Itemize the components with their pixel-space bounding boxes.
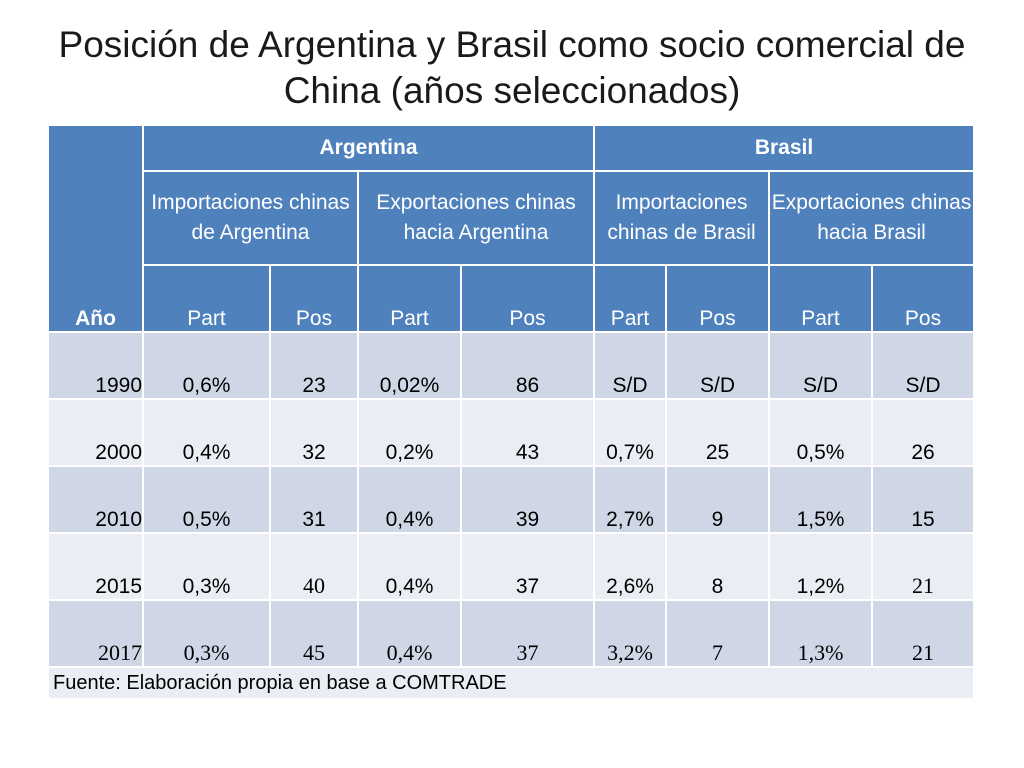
table-cell: 0,3% xyxy=(142,532,271,601)
table-cell: 3,2% xyxy=(593,599,668,668)
table-cell: 37 xyxy=(459,532,596,601)
table-cell: 37 xyxy=(459,599,596,668)
column-header-part: Part xyxy=(768,264,874,333)
table-cell: 21 xyxy=(871,532,976,601)
year-column-header: Año xyxy=(47,124,144,333)
column-header-part: Part xyxy=(142,264,271,333)
table-cell: 0,7% xyxy=(593,398,668,467)
subheader-importaciones-argentina: Importaciones chinas de Argentina xyxy=(142,170,359,266)
column-header-pos: Pos xyxy=(459,264,596,333)
table-cell: 39 xyxy=(459,465,596,534)
year-cell: 2000 xyxy=(47,398,144,467)
table-cell: 0,4% xyxy=(357,532,462,601)
group-header-argentina: Argentina xyxy=(141,124,596,172)
table-cell: 0,5% xyxy=(768,398,874,467)
year-cell: 2015 xyxy=(47,532,144,601)
column-header-pos: Pos xyxy=(665,264,771,333)
column-header-pos: Pos xyxy=(871,264,976,333)
table-cell: 45 xyxy=(269,599,359,668)
table-cell: 86 xyxy=(459,331,596,400)
table-cell: 0,02% xyxy=(357,331,462,400)
table-cell: 1,3% xyxy=(768,599,874,668)
table-cell: 0,2% xyxy=(357,398,462,467)
slide-title: Posición de Argentina y Brasil como soci… xyxy=(58,24,966,111)
subheader-importaciones-brasil: Importaciones chinas de Brasil xyxy=(593,170,771,266)
column-header-part: Part xyxy=(593,264,668,333)
trade-position-table: Año Argentina Brasil Importaciones china… xyxy=(46,124,976,700)
table-cell: 1,5% xyxy=(768,465,874,534)
source-note: Fuente: Elaboración propia en base a COM… xyxy=(46,666,976,700)
subheader-exportaciones-argentina: Exportaciones chinas hacia Argentina xyxy=(356,170,596,266)
table-cell: 43 xyxy=(459,398,596,467)
table-cell: 25 xyxy=(665,398,771,467)
table-cell: 0,4% xyxy=(357,465,462,534)
column-header-part: Part xyxy=(357,264,462,333)
table-cell: 7 xyxy=(665,599,771,668)
table-cell: S/D xyxy=(665,331,771,400)
table-cell: 2,6% xyxy=(593,532,668,601)
table-row: 2017 0,3% 45 0,4% 37 3,2% 7 1,3% 21 xyxy=(47,599,976,668)
table-cell: 1,2% xyxy=(768,532,874,601)
table-cell: 0,5% xyxy=(142,465,271,534)
table-cell: 23 xyxy=(269,331,359,400)
table-row: 2015 0,3% 40 0,4% 37 2,6% 8 1,2% 21 xyxy=(47,532,976,601)
table-cell: 9 xyxy=(665,465,771,534)
table-cell: 26 xyxy=(871,398,976,467)
column-header-pos: Pos xyxy=(269,264,359,333)
year-cell: 2010 xyxy=(47,465,144,534)
year-cell: 2017 xyxy=(47,599,144,668)
table-row: 2010 0,5% 31 0,4% 39 2,7% 9 1,5% 15 xyxy=(47,465,976,534)
year-cell: 1990 xyxy=(47,331,144,400)
table-cell: 0,4% xyxy=(142,398,271,467)
table-row: 2000 0,4% 32 0,2% 43 0,7% 25 0,5% 26 xyxy=(47,398,976,467)
table-cell: S/D xyxy=(768,331,874,400)
table-cell: 2,7% xyxy=(593,465,668,534)
table-cell: S/D xyxy=(871,331,976,400)
table-cell: 0,4% xyxy=(357,599,462,668)
table-cell: S/D xyxy=(593,331,668,400)
table-cell: 15 xyxy=(871,465,976,534)
table-cell: 31 xyxy=(269,465,359,534)
table-cell: 32 xyxy=(269,398,359,467)
table-cell: 40 xyxy=(269,532,359,601)
table-cell: 0,3% xyxy=(142,599,271,668)
subheader-exportaciones-brasil: Exportaciones chinas hacia Brasil xyxy=(768,170,976,266)
table-cell: 21 xyxy=(871,599,976,668)
table-cell: 0,6% xyxy=(142,331,271,400)
table-cell: 8 xyxy=(665,532,771,601)
table-row: 1990 0,6% 23 0,02% 86 S/D S/D S/D S/D xyxy=(47,331,976,400)
group-header-brasil: Brasil xyxy=(593,124,976,172)
